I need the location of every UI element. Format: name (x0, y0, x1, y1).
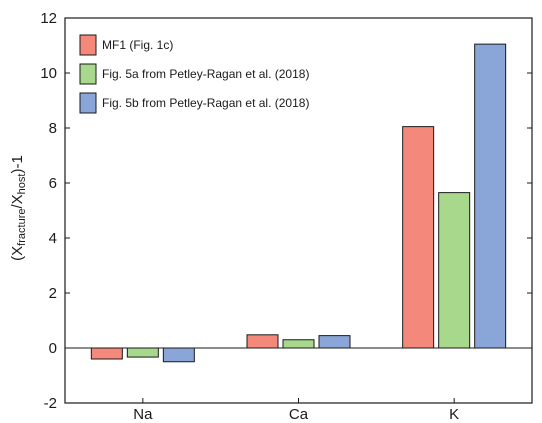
legend-label: Fig. 5b from Petley-Ragan et al. (2018) (102, 96, 309, 110)
y-tick-label: 4 (49, 230, 57, 247)
bar-na-series-1 (90, 347, 123, 360)
y-tick-label: -2 (44, 395, 57, 412)
y-axis-title-sub2: host (16, 174, 28, 195)
bar-k-series-3 (474, 43, 507, 349)
legend: MF1 (Fig. 1c) Fig. 5a from Petley-Ragan e… (79, 34, 309, 114)
bar-k-series-2 (438, 192, 471, 349)
bar-ca-series-1 (246, 334, 279, 349)
bar-na-series-2 (126, 347, 159, 358)
y-tick-label: 10 (40, 65, 57, 82)
y-axis-title: (Xfracture/Xhost)-1 (9, 155, 28, 261)
x-axis: Na Ca K (133, 398, 459, 423)
y-axis-title-suffix: )-1 (9, 155, 26, 173)
legend-swatch (79, 92, 97, 114)
svg-text:(Xfracture/Xhost)-1: (Xfracture/Xhost)-1 (9, 155, 28, 261)
bar-na-series-3 (162, 347, 195, 363)
y-axis-title-prefix: (X (9, 246, 26, 261)
bars-group (90, 43, 507, 363)
bar-ca-series-2 (282, 339, 315, 349)
y-tick-label: 0 (49, 340, 57, 357)
bar-k-series-1 (402, 126, 435, 349)
y-axis-title-mid: /X (9, 194, 26, 208)
y-axis-title-sub1: fracture (16, 209, 28, 246)
y-tick-label: 6 (49, 175, 57, 192)
y-axis: -2 0 2 4 6 8 10 12 (40, 10, 532, 412)
bar-ca-series-3 (318, 335, 351, 349)
x-tick-label: Ca (289, 406, 309, 423)
y-tick-label: 2 (49, 285, 57, 302)
x-tick-label: Na (133, 406, 153, 423)
legend-swatch (79, 63, 97, 85)
y-tick-label: 12 (40, 10, 57, 27)
y-tick-label: 8 (49, 120, 57, 137)
legend-label: Fig. 5a from Petley-Ragan et al. (2018) (102, 67, 309, 81)
legend-label: MF1 (Fig. 1c) (102, 38, 173, 52)
x-tick-label: K (449, 406, 459, 423)
legend-swatch (79, 34, 97, 56)
